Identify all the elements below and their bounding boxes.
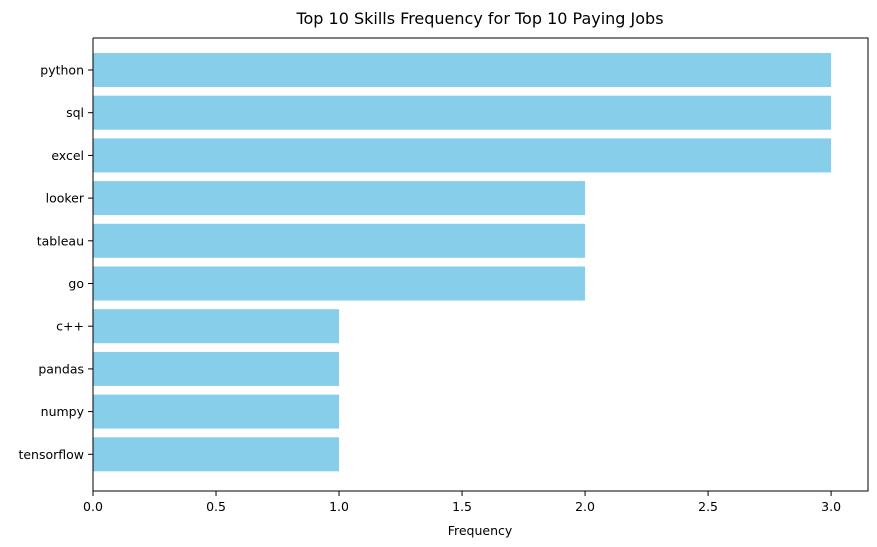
chart-title: Top 10 Skills Frequency for Top 10 Payin…	[295, 9, 663, 28]
y-tick-label: tensorflow	[18, 447, 84, 462]
bar-excel	[93, 138, 832, 173]
x-tick-label: 2.5	[698, 499, 718, 514]
bar-looker	[93, 181, 586, 216]
x-tick-label: 0.5	[206, 499, 226, 514]
x-axis-ticks: 0.0 0.5 1.0 1.5 2.0 2.5 3.0	[83, 491, 841, 514]
bar-c++	[93, 309, 340, 344]
y-tick-label: tableau	[37, 233, 84, 248]
y-tick-label: looker	[46, 191, 85, 206]
bar-pandas	[93, 351, 340, 386]
x-tick-label: 0.0	[83, 499, 103, 514]
y-tick-label: numpy	[41, 404, 85, 419]
x-tick-label: 2.0	[575, 499, 595, 514]
y-tick-label: excel	[51, 148, 84, 163]
bar-sql	[93, 95, 832, 130]
plot-frame	[92, 37, 869, 492]
bars-group	[93, 53, 832, 472]
y-tick-label: pandas	[38, 361, 84, 376]
axes-group	[92, 37, 869, 492]
y-tick-label: python	[40, 63, 84, 78]
bar-python	[93, 53, 832, 87]
bar-tensorflow	[93, 437, 340, 472]
bar-go	[93, 266, 586, 301]
x-tick-label: 1.5	[452, 499, 472, 514]
bar-numpy	[93, 394, 340, 429]
x-tick-label: 3.0	[821, 499, 841, 514]
y-tick-label: go	[68, 276, 84, 291]
y-axis-ticks: python sql excel looker tableau go c++ pandas nu…	[18, 63, 93, 462]
y-tick-label: sql	[66, 105, 84, 120]
y-tick-label: c++	[56, 319, 84, 334]
x-axis-label: Frequency	[448, 523, 513, 538]
x-tick-label: 1.0	[329, 499, 349, 514]
bar-tableau	[93, 223, 586, 258]
